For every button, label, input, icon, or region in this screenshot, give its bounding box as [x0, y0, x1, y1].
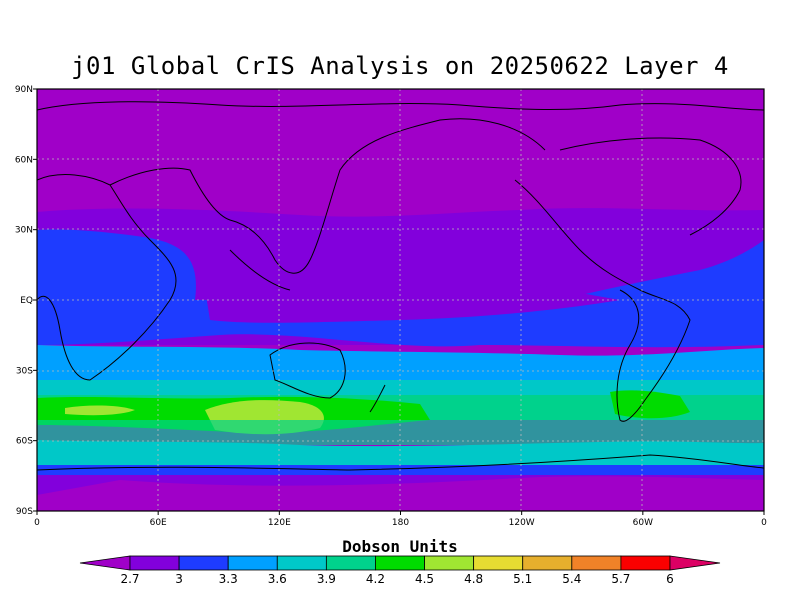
lat-tick-label: 90N	[15, 85, 33, 95]
coastline-north-america	[559, 137, 742, 236]
colorbar-low-arrow	[79, 555, 131, 571]
field-band-green-america	[610, 390, 690, 419]
coastline-americas	[514, 179, 691, 422]
field-band-blue-south	[37, 465, 764, 475]
coastline-new-zealand	[369, 384, 386, 413]
lon-tick-label: 60W	[633, 518, 653, 528]
colorbar-swatch	[276, 555, 327, 571]
lat-tick-label: 30S	[16, 366, 33, 376]
colorbar: 2.7 3 3.3 3.6 3.9 4.2 4.5 4.8 5.1 5.4 5.7 6	[79, 555, 721, 586]
colorbar-title: Dobson Units	[342, 537, 458, 556]
colorbar-swatch	[424, 555, 475, 571]
colorbar-tick-label: 4.2	[366, 572, 385, 586]
field-band-yellowgreen-west	[65, 405, 135, 416]
field-band-seagreen-south	[37, 420, 764, 445]
lon-tick-label: 120E	[268, 518, 291, 528]
colorbar-tick-label: 3.6	[268, 572, 287, 586]
lon-axis: 0 60E 120E 180 120W 60W 0	[34, 511, 767, 528]
lon-tick-label: 120W	[509, 518, 535, 528]
colorbar-tick-label: 3.9	[317, 572, 336, 586]
colorbar-swatch	[375, 555, 425, 571]
lat-tick-label: 60S	[16, 437, 33, 447]
field-band-blue-africa	[37, 229, 196, 300]
lat-tick-label: 60N	[15, 155, 33, 165]
colorbar-tick-label: 6	[666, 572, 674, 586]
lat-tick-label: EQ	[20, 296, 33, 306]
colorbar-swatch	[129, 555, 180, 571]
colorbar-swatch	[178, 555, 229, 571]
grid-lines	[37, 89, 764, 511]
colorbar-swatch	[620, 555, 671, 571]
coastline-indonesia	[229, 249, 291, 291]
colorbar-swatch	[227, 555, 278, 571]
lat-axis: 90N 60N 30N EQ 30S 60S 90S	[15, 85, 37, 517]
coastline-antarctica	[37, 454, 764, 471]
colorbar-swatch	[522, 555, 573, 571]
lon-tick-label: 0	[761, 518, 767, 528]
field-band-violet-pacific	[200, 258, 620, 323]
coastline-arctic	[37, 101, 764, 111]
colorbar-tick-label: 5.4	[562, 572, 581, 586]
lat-tick-label: 30N	[15, 226, 33, 236]
colorbar-swatch	[473, 555, 524, 571]
colorbar-tick-label: 3.3	[219, 572, 238, 586]
colorbar-high-arrow	[669, 555, 721, 571]
colorbar-tick-label: 5.1	[513, 572, 532, 586]
coastlines	[37, 101, 764, 471]
colorbar-swatch	[325, 555, 376, 571]
coastline-eurasia-south	[109, 118, 546, 274]
lat-tick-label: 90S	[16, 507, 33, 517]
lon-tick-label: 180	[392, 518, 409, 528]
colorbar-tick-label: 4.8	[464, 572, 483, 586]
colorbar-tick-label: 4.5	[415, 572, 434, 586]
colorbar-tick-label: 3	[175, 572, 183, 586]
lon-tick-label: 60E	[150, 518, 167, 528]
colorbar-swatch	[571, 555, 622, 571]
colorbar-tick-label: 2.7	[120, 572, 139, 586]
field-band-teal	[37, 380, 764, 395]
lon-tick-label: 0	[34, 518, 40, 528]
field-band-teal-south	[37, 440, 764, 465]
coastline-australia	[269, 342, 346, 399]
field-band-purple-polar	[37, 476, 764, 511]
colorbar-tick-label: 5.7	[611, 572, 630, 586]
ozone-field	[37, 89, 764, 511]
map-title: j01 Global CrIS Analysis on 20250622 Lay…	[71, 52, 729, 80]
